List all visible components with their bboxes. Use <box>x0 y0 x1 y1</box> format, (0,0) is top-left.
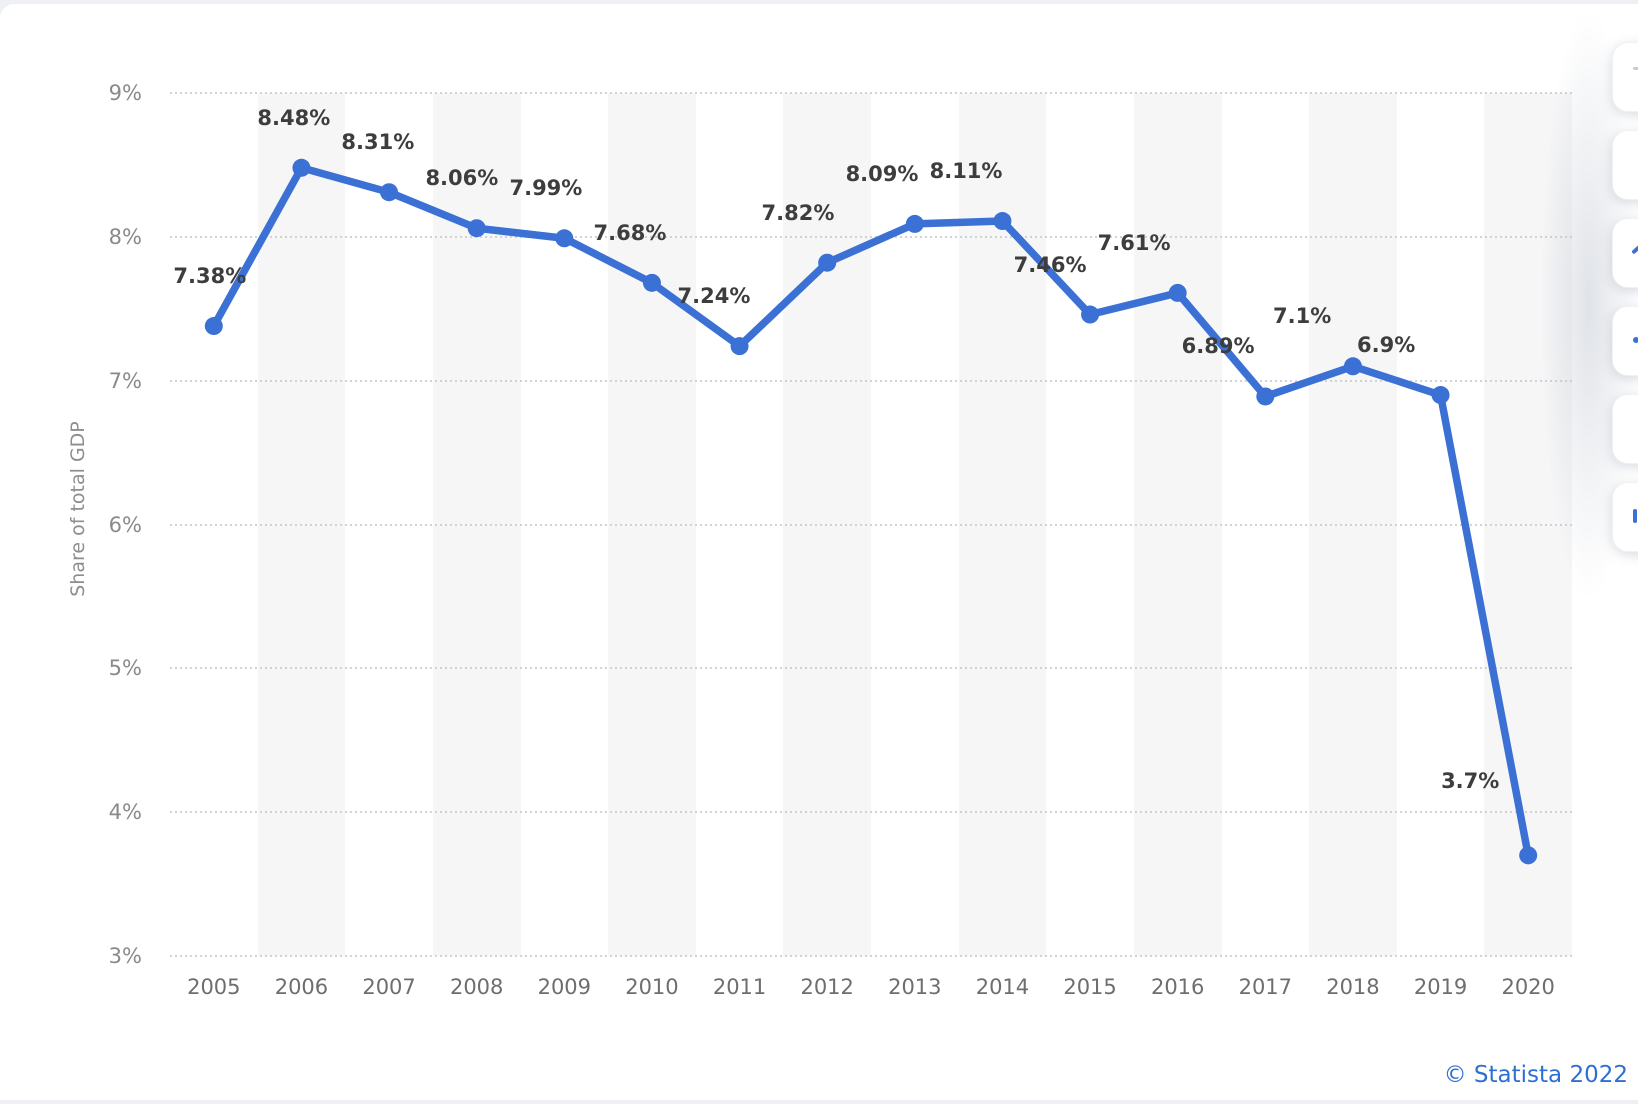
side-toolbar-button-5[interactable] <box>1612 394 1638 464</box>
data-point-2019[interactable] <box>1432 386 1450 404</box>
data-label-2011: 7.24% <box>678 284 751 308</box>
side-toolbar-button-4[interactable] <box>1612 306 1638 376</box>
y-tick-label: 9% <box>40 81 142 105</box>
data-label-2019: 6.9% <box>1357 333 1415 357</box>
data-label-2013: 8.09% <box>846 162 919 186</box>
side-toolbar-button-1[interactable] <box>1612 42 1638 112</box>
data-point-2008[interactable] <box>468 219 486 237</box>
data-point-2014[interactable] <box>993 212 1011 230</box>
data-label-2014: 8.11% <box>930 159 1003 183</box>
data-point-2017[interactable] <box>1256 387 1274 405</box>
data-point-2013[interactable] <box>906 215 924 233</box>
data-point-2007[interactable] <box>380 183 398 201</box>
line-chart <box>0 4 1638 1104</box>
data-point-2009[interactable] <box>555 229 573 247</box>
data-label-2005: 7.38% <box>173 264 246 288</box>
data-point-2005[interactable] <box>205 317 223 335</box>
data-label-2018: 7.1% <box>1273 304 1331 328</box>
data-label-2006: 8.48% <box>257 106 330 130</box>
data-point-2011[interactable] <box>731 337 749 355</box>
toolbar-icon-fragment <box>1631 243 1638 254</box>
data-point-2006[interactable] <box>292 159 310 177</box>
data-line <box>214 168 1528 856</box>
y-tick-label: 4% <box>40 800 142 824</box>
y-tick-label: 5% <box>40 656 142 680</box>
y-tick-label: 7% <box>40 369 142 393</box>
side-toolbar-button-3[interactable] <box>1612 218 1638 288</box>
statista-credit-link[interactable]: © Statista 2022 <box>1444 1062 1628 1088</box>
data-point-2020[interactable] <box>1519 846 1537 864</box>
data-point-2018[interactable] <box>1344 357 1362 375</box>
toolbar-icon-fragment <box>1633 509 1637 523</box>
data-label-2010: 7.68% <box>594 221 667 245</box>
side-toolbar-button-2[interactable] <box>1612 130 1638 200</box>
data-point-2016[interactable] <box>1169 284 1187 302</box>
toolbar-icon-fragment <box>1633 337 1638 343</box>
data-point-2015[interactable] <box>1081 306 1099 324</box>
data-label-2009: 7.99% <box>509 176 582 200</box>
data-label-2017: 6.89% <box>1182 334 1255 358</box>
data-point-2010[interactable] <box>643 274 661 292</box>
data-label-2016: 7.61% <box>1098 231 1171 255</box>
data-label-2020: 3.7% <box>1441 769 1499 793</box>
x-tick-label: 2020 <box>1472 975 1584 999</box>
data-label-2015: 7.46% <box>1014 253 1087 277</box>
y-tick-label: 3% <box>40 944 142 968</box>
data-label-2008: 8.06% <box>425 166 498 190</box>
data-point-2012[interactable] <box>818 254 836 272</box>
toolbar-icon-fragment <box>1633 67 1638 70</box>
data-label-2012: 7.82% <box>762 201 835 225</box>
y-tick-label: 6% <box>40 513 142 537</box>
data-label-2007: 8.31% <box>341 130 414 154</box>
y-tick-label: 8% <box>40 225 142 249</box>
side-toolbar-button-6[interactable] <box>1612 482 1638 552</box>
